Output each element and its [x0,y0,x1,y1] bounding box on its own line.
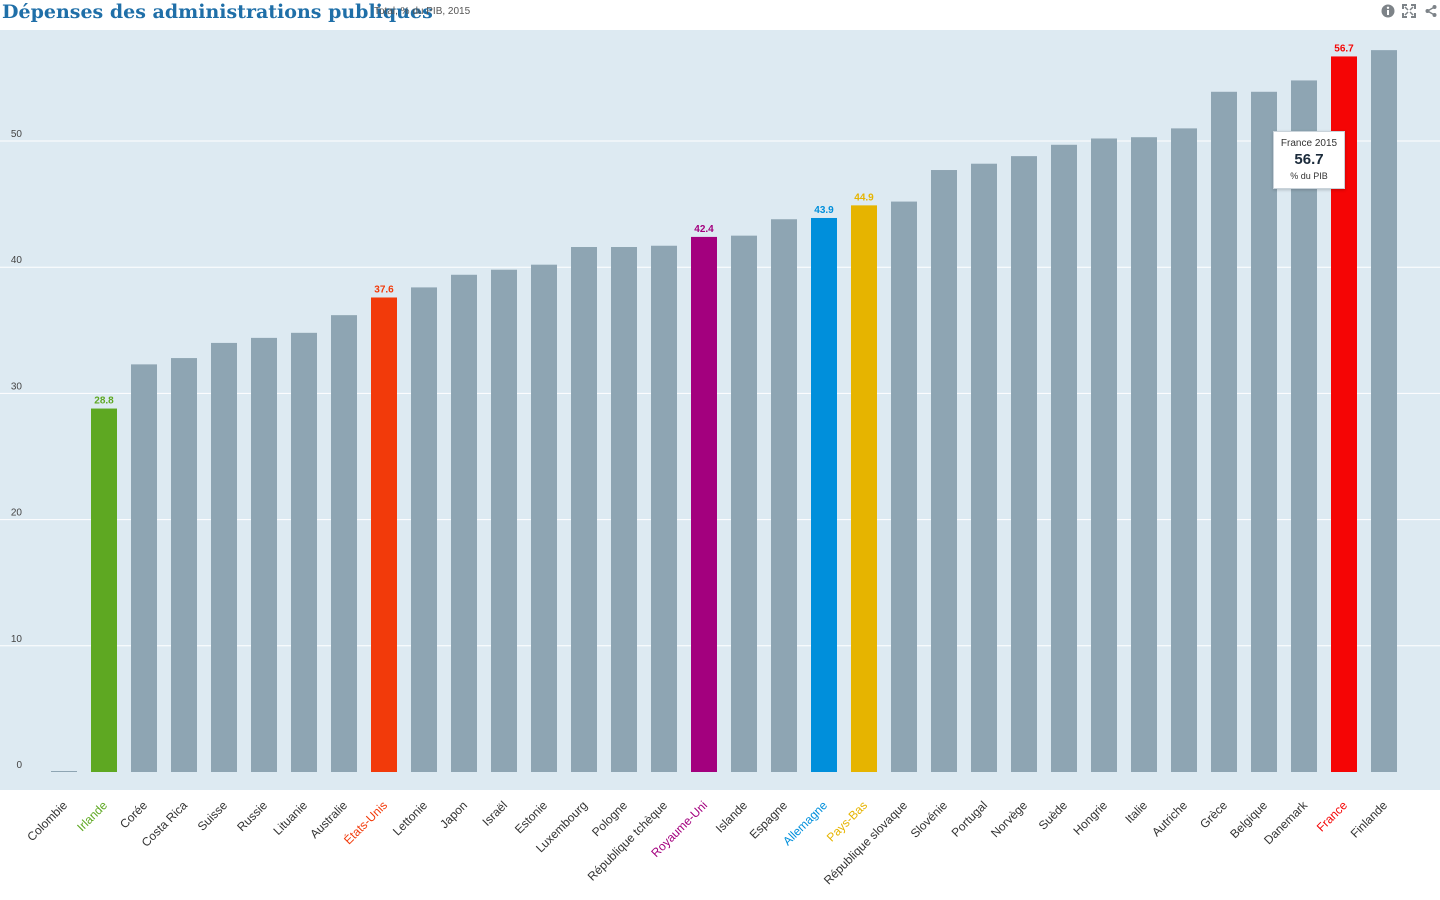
category-label: Lettonie [390,798,430,838]
category-label: Danemark [1261,798,1311,848]
bar-r-publique-slovaque[interactable] [891,201,917,773]
y-tick-label: 40 [11,255,23,266]
chart-title: Dépenses des administrations publiques [2,1,433,23]
bars [51,50,1397,773]
category-label: Corée [117,798,150,831]
category-label: Norvège [988,798,1030,840]
bar-gr-ce[interactable] [1211,91,1237,773]
bar-norv-ge[interactable] [1011,156,1037,773]
value-label: 44.9 [854,192,874,203]
bar-espagne[interactable] [771,219,797,772]
category-label: Finlande [1348,798,1391,841]
value-label: 56.7 [1334,43,1354,54]
category-label: Suède [1036,798,1071,833]
bar-allemagne[interactable] [811,217,837,772]
category-label: Italie [1122,798,1150,826]
chart-subtitle: Total, % du PIB, 2015 [374,6,471,17]
category-label: Portugal [949,798,991,840]
category-label: États-Unis [340,798,390,848]
category-label: Allemagne [780,798,830,848]
gridlines [0,140,1440,647]
value-label: 28.8 [94,396,114,407]
bar-finlande[interactable] [1371,50,1397,773]
bar-royaume-uni[interactable] [691,236,717,773]
bar-danemark[interactable] [1291,80,1317,772]
category-label: Hongrie [1071,798,1111,838]
category-label: Slovénie [908,798,951,841]
category-label: Irlande [74,798,110,834]
bar-slov-nie[interactable] [931,170,957,772]
category-label: Colombie [24,798,70,844]
tooltip-value: 56.7 [1294,151,1324,168]
tooltip: France 2015 56.7 % du PIB [1273,131,1345,189]
bar-islande[interactable] [731,235,757,772]
bar-pays-bas[interactable] [851,205,877,772]
category-label: Japon [437,798,470,831]
bar-russie[interactable] [251,337,277,772]
y-tick-label: 30 [11,381,23,392]
fullscreen-icon[interactable] [1402,4,1416,18]
bar-japon[interactable] [451,274,477,772]
bar-portugal[interactable] [971,163,997,772]
bar-pologne[interactable] [611,247,637,772]
bar-belgique[interactable] [1251,91,1277,773]
bar-irlande[interactable] [91,408,117,772]
share-icon[interactable] [1424,4,1438,18]
bar-estonie[interactable] [531,264,557,772]
category-label: Russie [234,798,270,834]
bar--tats-unis[interactable] [371,297,397,772]
y-axis-ticks: 0 10 20 30 40 50 [11,129,23,771]
category-label: Suisse [195,798,231,834]
tooltip-unit: % du PIB [1290,171,1328,181]
bar-cor-e[interactable] [131,364,157,772]
tooltip-title: France 2015 [1280,138,1338,149]
chart-header: Dépenses des administrations publiques T… [0,0,1440,30]
category-label: Grèce [1197,798,1230,831]
category-label: Lituanie [270,798,310,838]
category-label: Estonie [512,798,550,836]
value-label: 37.6 [374,284,394,295]
bar-colombie[interactable] [51,771,77,772]
category-label: Islande [713,798,750,835]
y-tick-label: 0 [16,760,22,771]
value-label: 42.4 [694,224,714,235]
bar-italie[interactable] [1131,137,1157,773]
info-icon[interactable] [1381,4,1395,18]
bar-suisse[interactable] [211,342,237,772]
y-tick-label: 10 [11,634,23,645]
bar-hongrie[interactable] [1091,138,1117,772]
bar-lituanie[interactable] [291,332,317,772]
y-tick-label: 50 [11,129,23,140]
bar-r-publique-tch-que[interactable] [651,245,677,773]
y-tick-label: 20 [11,508,23,519]
bar-isra-l[interactable] [491,269,517,772]
category-label: Israël [479,798,510,829]
bar-australie[interactable] [331,315,357,772]
bar-su-de[interactable] [1051,144,1077,772]
value-label: 43.9 [814,205,834,216]
bar-lettonie[interactable] [411,287,437,772]
category-label: France [1314,798,1351,835]
bar-luxembourg[interactable] [571,247,597,772]
bar-costa-rica[interactable] [171,358,197,772]
bar-autriche[interactable] [1171,128,1197,772]
category-label: Autriche [1149,798,1190,839]
value-labels: 28.8 37.6 42.4 43.9 44.9 56.7 [94,43,1354,406]
plot-background [0,30,1440,790]
